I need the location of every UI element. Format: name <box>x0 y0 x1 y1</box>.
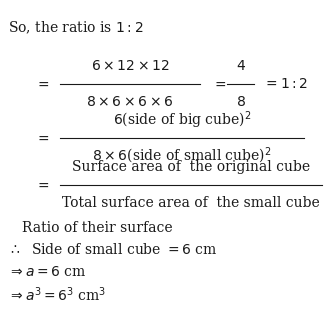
Text: Total surface area of  the small cube: Total surface area of the small cube <box>62 196 320 210</box>
Text: $\Rightarrow a = 6$ cm: $\Rightarrow a = 6$ cm <box>8 265 86 279</box>
Text: $=$: $=$ <box>35 77 50 91</box>
Text: $8\times6\times6\times6$: $8\times6\times6\times6$ <box>86 95 174 109</box>
Text: $6\times12\times12$: $6\times12\times12$ <box>91 59 169 73</box>
Text: $\Rightarrow a^3 = 6^3$ cm$^3$: $\Rightarrow a^3 = 6^3$ cm$^3$ <box>8 286 106 304</box>
Text: So, the ratio is $1 : 2$: So, the ratio is $1 : 2$ <box>8 20 144 36</box>
Text: $4$: $4$ <box>236 59 246 73</box>
Text: $=$: $=$ <box>212 77 227 91</box>
Text: Ratio of their surface: Ratio of their surface <box>22 221 173 235</box>
Text: $= 1 : 2$: $= 1 : 2$ <box>263 77 308 91</box>
Text: $8$: $8$ <box>236 95 246 109</box>
Text: $=$: $=$ <box>35 131 50 145</box>
Text: $\therefore$  Side of small cube $= 6$ cm: $\therefore$ Side of small cube $= 6$ cm <box>8 241 217 256</box>
Text: $6$(side of big cube)$^2$: $6$(side of big cube)$^2$ <box>113 109 251 131</box>
Text: $8\times6$(side of small cube)$^2$: $8\times6$(side of small cube)$^2$ <box>92 146 272 166</box>
Text: Surface area of  the original cube: Surface area of the original cube <box>72 160 310 174</box>
Text: $=$: $=$ <box>35 178 50 192</box>
